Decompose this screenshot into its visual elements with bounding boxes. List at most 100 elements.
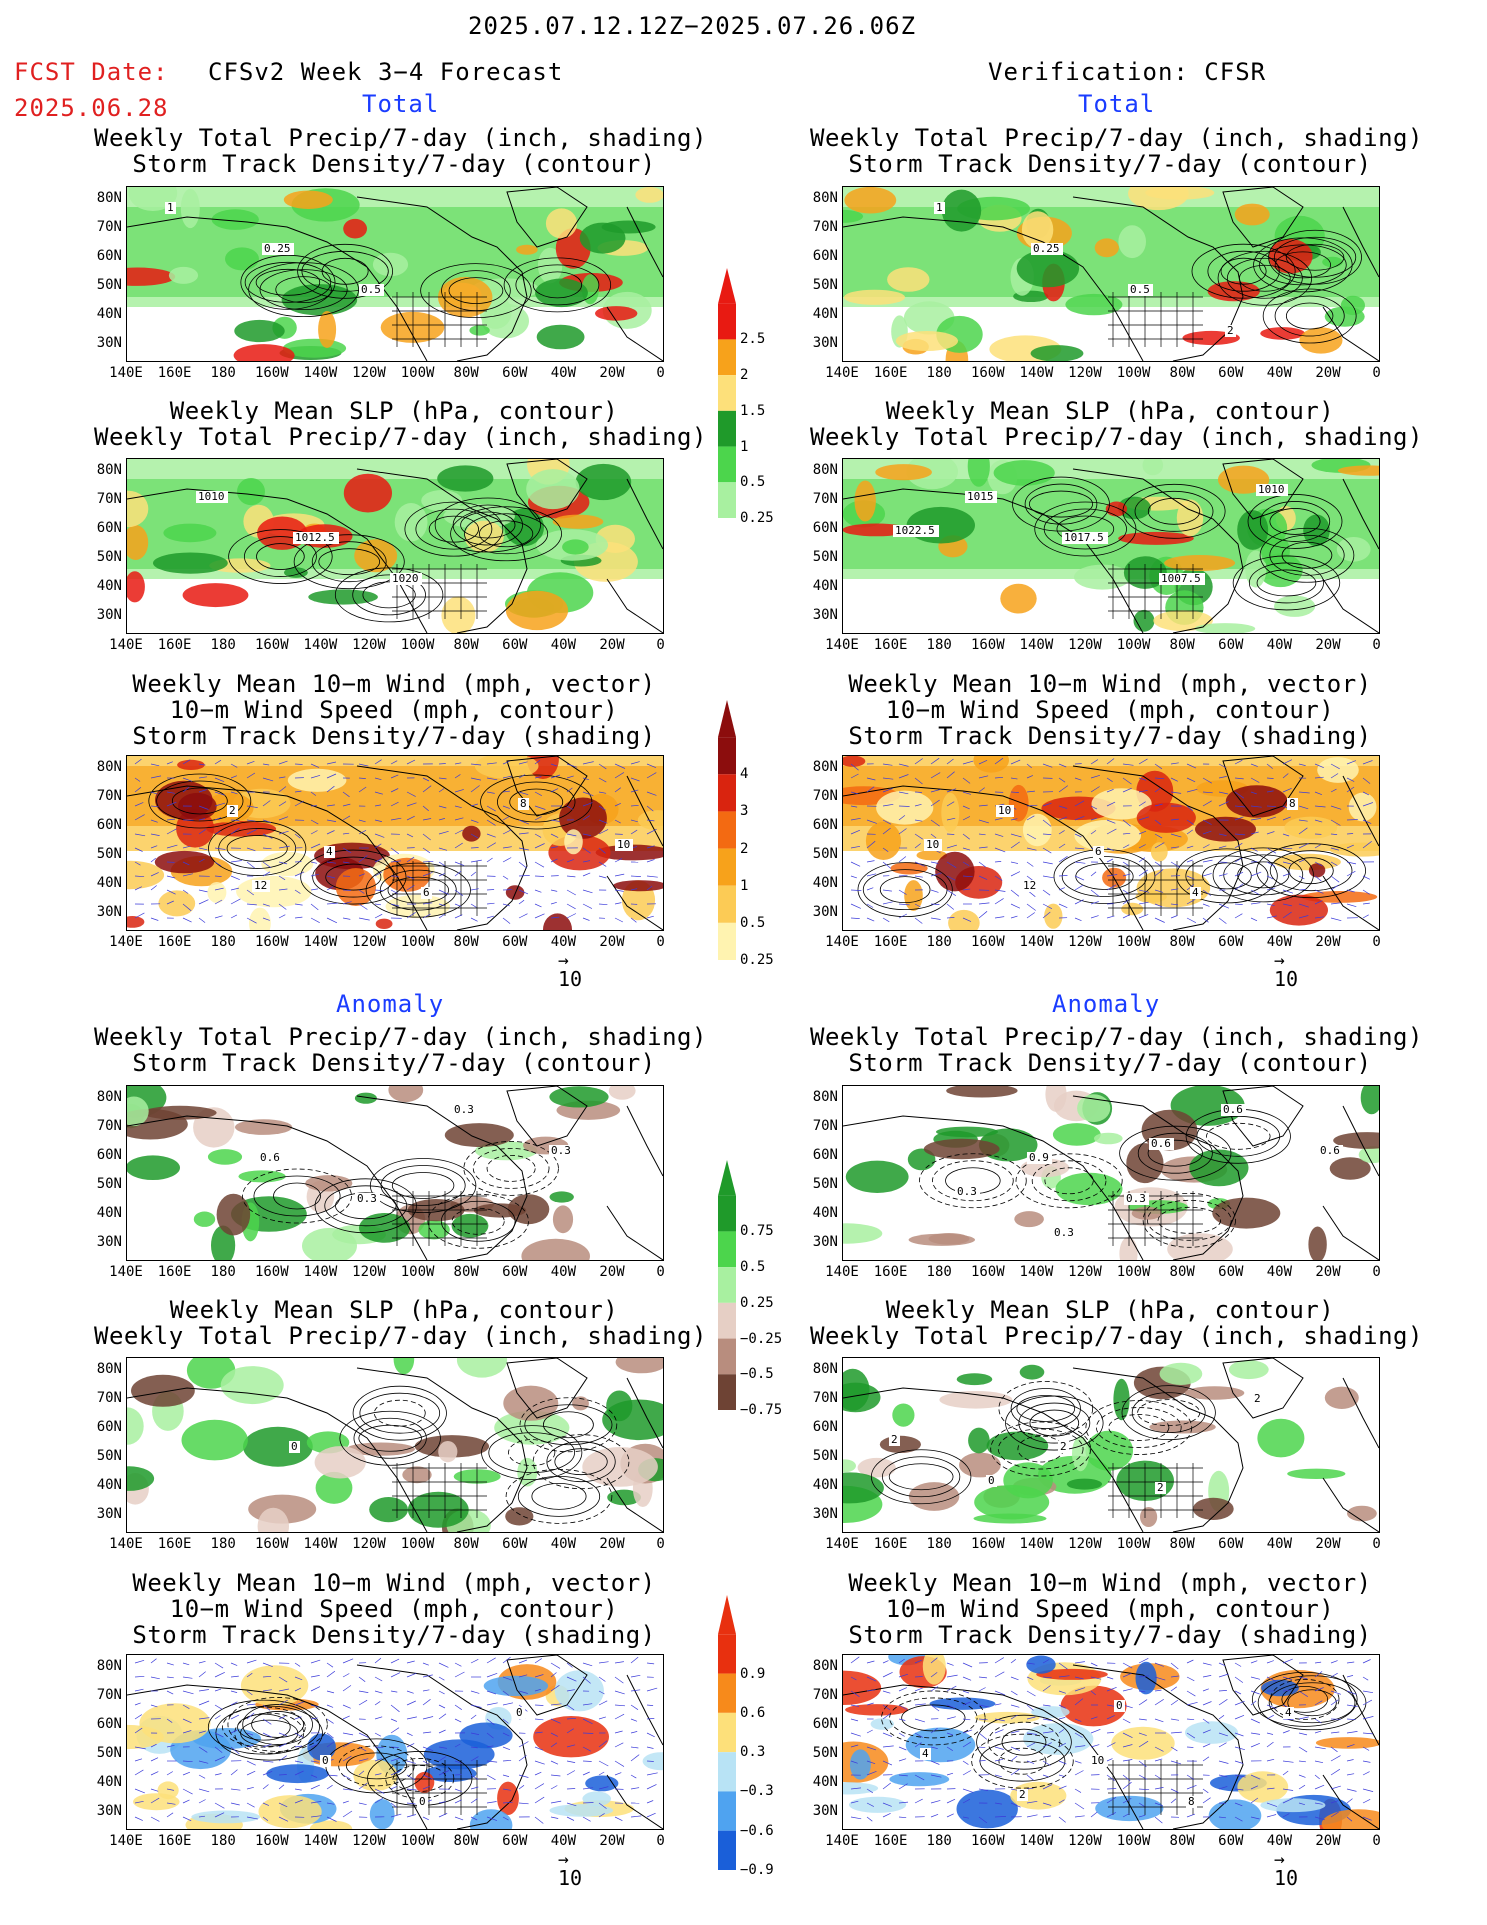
lat-tick-label: 70N [96, 1687, 122, 1703]
lon-tick-label: 140E [109, 1264, 143, 1280]
lon-tick-label: 140W [303, 1536, 338, 1552]
lon-tick-label: 60W [502, 934, 528, 950]
lon-tick-label: 120W [1068, 637, 1102, 653]
verification-map-slp_precip-anomaly: 2 2 2 2 0 [842, 1357, 1380, 1533]
lat-tick-label: 50N [96, 1448, 122, 1464]
lon-tick-label: 20W [1315, 934, 1341, 950]
lon-tick-label: 140E [109, 637, 143, 653]
lon-tick-label: 160E [157, 934, 192, 950]
lat-tick-label: 70N [96, 491, 122, 507]
lon-tick-label: 80W [1169, 1536, 1195, 1552]
lon-tick-label: 60W [1218, 637, 1244, 653]
contour-label: 2 [1019, 1788, 1026, 1801]
lat-tick-label: 50N [812, 277, 838, 293]
lon-tick-label: 80W [1169, 934, 1195, 950]
lon-tick-label: 140E [109, 365, 143, 381]
contour-label: 0.3 [1054, 1226, 1074, 1239]
lon-tick-label: 140E [825, 1264, 859, 1280]
lon-tick-label: 0 [656, 1833, 665, 1849]
lon-tick-label: 0 [1372, 637, 1381, 653]
contour-label: 2 [1254, 1392, 1261, 1405]
lon-tick-label: 40W [1266, 934, 1293, 950]
verification-map-slp_precip-total: 1015 1017.5 1007.5 1010 1022.5 [842, 458, 1380, 634]
lat-tick-label: 70N [96, 219, 122, 235]
lat-tick-label: 30N [96, 904, 122, 920]
contour-label: 2 [1227, 324, 1234, 337]
forecast-map-slp_precip-total: 1010 1012.5 1020 [126, 458, 664, 634]
lon-tick-label: 160W [970, 637, 1005, 653]
panel-title-line: Weekly Mean SLP (hPa, contour) [885, 1296, 1335, 1324]
panel-title-line: Storm Track Density/7-day (shading) [132, 722, 656, 750]
lat-tick-label: 40N [96, 875, 122, 891]
lon-tick-label: 140W [303, 1833, 338, 1849]
colorbar-tick-label: 2.5 [740, 331, 766, 348]
lat-tick-label: 40N [812, 306, 838, 322]
lon-tick-label: 100W [400, 934, 435, 950]
lat-tick-label: 40N [96, 1774, 122, 1790]
lon-tick-label: 160E [157, 1833, 192, 1849]
contour-label: 0.3 [357, 1192, 377, 1205]
forecast-map-wind-total: 2 4 6 8 10 12 [126, 755, 664, 931]
lon-tick-label: 100W [400, 1833, 435, 1849]
lat-tick-label: 40N [96, 306, 122, 322]
lon-tick-label: 120W [1068, 1536, 1102, 1552]
lat-tick-label: 30N [96, 1506, 122, 1522]
lon-tick-label: 100W [400, 1536, 435, 1552]
panel-title-line: Weekly Total Precip/7-day (inch, shading… [810, 1322, 1423, 1350]
contour-label: 6 [423, 886, 430, 899]
lon-tick-label: 160W [970, 365, 1005, 381]
lat-tick-label: 60N [96, 248, 122, 264]
lon-tick-label: 0 [656, 934, 665, 950]
lon-tick-label: 140W [303, 365, 338, 381]
lon-tick-label: 140W [303, 1264, 338, 1280]
contour-label: 12 [1023, 879, 1036, 892]
lon-tick-label: 0 [656, 1536, 665, 1552]
contour-label: 4 [922, 1747, 929, 1760]
contour-label: 2 [229, 804, 236, 817]
lon-tick-label: 20W [599, 934, 625, 950]
contour-label: 0 [322, 1754, 329, 1767]
colorbar-tick-label: 0.25 [740, 1294, 774, 1311]
lon-tick-label: 140E [825, 365, 859, 381]
contour-label: 6 [1095, 845, 1102, 858]
lon-tick-label: 180 [210, 637, 236, 653]
lon-tick-label: 100W [1116, 1833, 1151, 1849]
lon-tick-label: 180 [926, 1536, 952, 1552]
lon-tick-label: 160W [254, 1833, 289, 1849]
contour-label: 0 [291, 1440, 298, 1453]
lat-tick-label: 40N [812, 1774, 838, 1790]
panel-title-line: 10−m Wind Speed (mph, contour) [169, 696, 619, 724]
vector-reference-value: 10 [1274, 1866, 1299, 1890]
forecast-map-precip_storm-anomaly: 0.6 0.3 0.3 0.3 [126, 1085, 664, 1261]
contour-label: 1022.5 [895, 524, 935, 537]
colorbar-tick-label: −0.6 [740, 1822, 774, 1839]
contour-label: 0 [988, 1474, 995, 1487]
lon-tick-label: 60W [502, 1833, 528, 1849]
lat-tick-label: 50N [96, 549, 122, 565]
lon-tick-label: 180 [210, 1264, 236, 1280]
lon-tick-label: 160W [970, 1536, 1005, 1552]
colorbar-tick-label: 1.5 [740, 402, 766, 419]
verification-title: Verification: CFSR [988, 58, 1267, 86]
lat-tick-label: 30N [812, 1234, 838, 1250]
forecast-map-precip_storm-total: 1 0.25 0.5 [126, 186, 664, 362]
lat-tick-label: 40N [812, 578, 838, 594]
lon-tick-label: 0 [1372, 1264, 1381, 1280]
lon-tick-label: 160W [254, 1536, 289, 1552]
panel-title-line: Weekly Total Precip/7-day (inch, shading… [94, 124, 707, 152]
vector-reference-arrow: → 10 [558, 950, 583, 992]
verification-map-wind-anomaly: 10 8 4 4 2 0 [842, 1654, 1380, 1830]
lon-tick-label: 40W [1266, 1833, 1293, 1849]
lat-tick-label: 40N [812, 1477, 838, 1493]
lon-tick-label: 0 [656, 1264, 665, 1280]
lon-tick-label: 40W [1266, 1536, 1293, 1552]
panel-title-line: Weekly Mean 10−m Wind (mph, vector) [848, 670, 1372, 698]
contour-label: 4 [1192, 886, 1199, 899]
lon-tick-label: 80W [1169, 1833, 1195, 1849]
lat-tick-label: 50N [812, 1745, 838, 1761]
lon-tick-label: 80W [1169, 365, 1195, 381]
lon-tick-label: 180 [926, 365, 952, 381]
fcst-date-label: FCST Date: [14, 58, 169, 86]
lon-tick-label: 120W [352, 365, 386, 381]
lat-tick-label: 50N [812, 1448, 838, 1464]
